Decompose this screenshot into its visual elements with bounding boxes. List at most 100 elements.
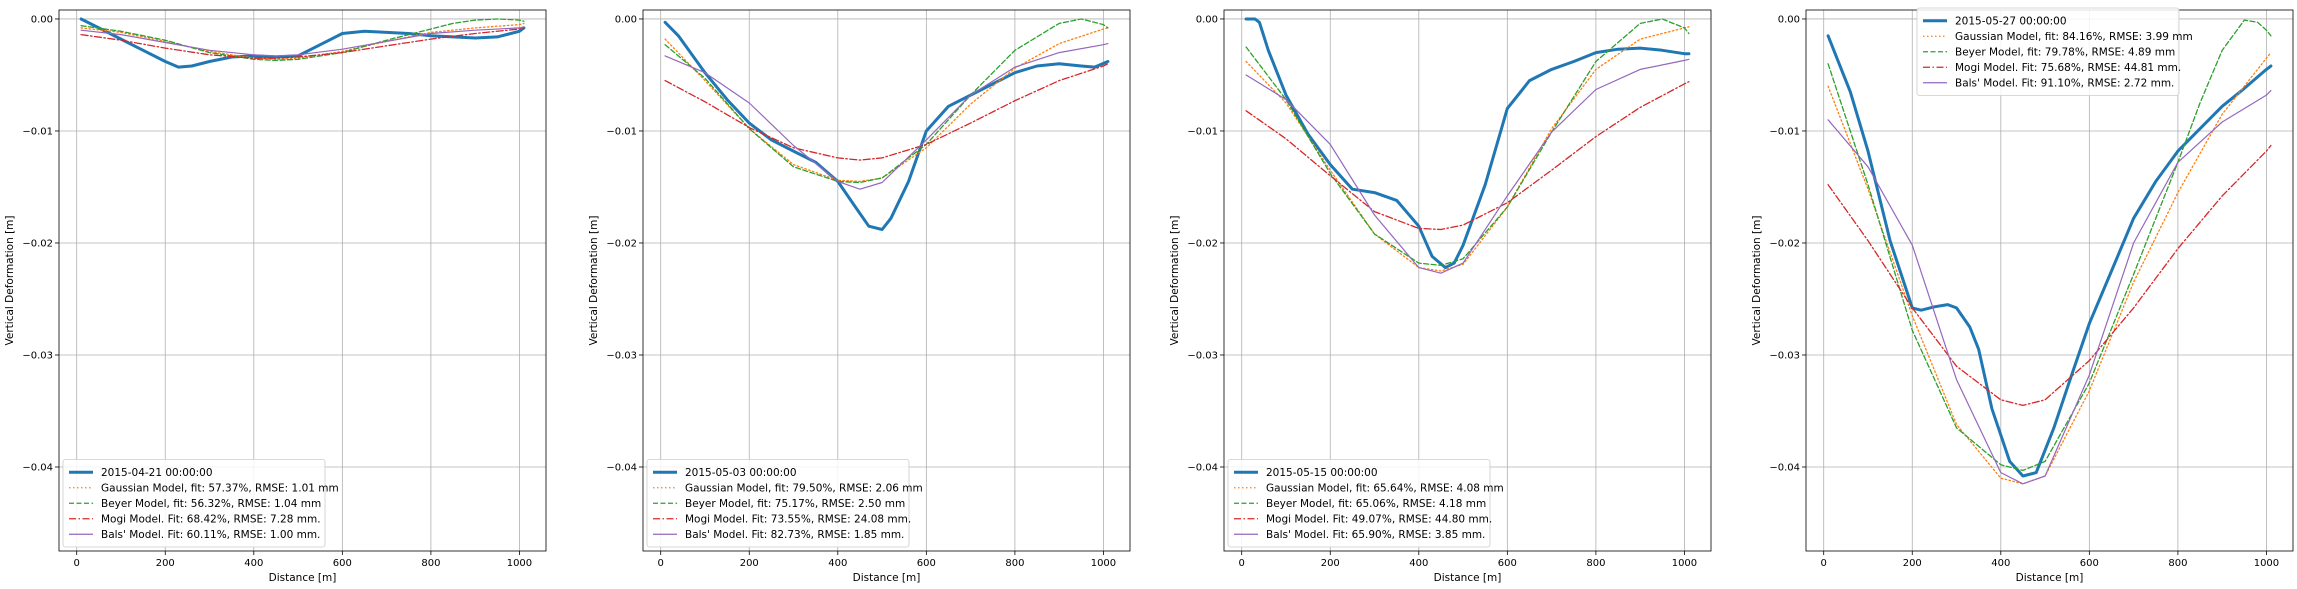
- x-axis-label: Distance [m]: [2016, 572, 2084, 584]
- x-axis-label: Distance [m]: [1434, 572, 1502, 584]
- x-tick-label: 400: [244, 558, 263, 569]
- legend-box: [1916, 7, 2180, 96]
- x-tick-label: 1000: [1091, 558, 1116, 569]
- y-tick-label: 0.00: [1778, 14, 1800, 25]
- series-line-5: [664, 42, 1109, 190]
- legend-box: [1227, 459, 1491, 548]
- x-tick-label: 400: [1409, 558, 1428, 569]
- y-tick-label: −0.02: [606, 238, 637, 249]
- series-line-3: [664, 18, 1109, 184]
- y-axis-label: Vertical Deformation [m]: [1169, 216, 1181, 346]
- y-tick-label: −0.02: [1769, 238, 1800, 249]
- y-tick-label: −0.04: [1769, 462, 1800, 473]
- x-tick-label: 600: [2080, 558, 2099, 569]
- legend-entry-label: Gaussian Model, fit: 57.37%, RMSE: 1.01 …: [101, 483, 339, 495]
- x-tick-label: 0: [1239, 558, 1245, 569]
- series-line-4: [664, 63, 1109, 161]
- x-tick-label: 0: [74, 558, 80, 569]
- x-tick-label: 600: [1498, 558, 1517, 569]
- legend-entry-label: Beyer Model, fit: 75.17%, RMSE: 2.50 mm: [685, 498, 905, 510]
- x-tick-label: 1000: [507, 558, 532, 569]
- legend-entry-label: 2015-05-15 00:00:00: [1266, 467, 1378, 479]
- x-tick-label: 800: [421, 558, 440, 569]
- x-tick-label: 0: [658, 558, 664, 569]
- y-tick-label: −0.03: [606, 350, 637, 361]
- chart-panel-3: 0 200 400 600 800 1000 0.00 −0.01 −0.02 −0.03 −0.0…: [1169, 9, 1712, 584]
- legend: 2015-04-21 00:00:00 Gaussian Model, fit: …: [62, 459, 339, 548]
- x-tick-label: 1000: [1672, 558, 1697, 569]
- y-axis-label: Vertical Deformation [m]: [1751, 216, 1763, 346]
- legend-entry-label: Beyer Model, fit: 79.78%, RMSE: 4.89 mm: [1955, 47, 2175, 59]
- x-tick-label: 800: [1005, 558, 1024, 569]
- series-line-1: [663, 20, 1110, 231]
- y-tick-label: 0.00: [615, 14, 637, 25]
- x-tick-label: 200: [1903, 558, 1922, 569]
- y-tick-label: −0.04: [1187, 462, 1218, 473]
- y-axis-label: Vertical Deformation [m]: [588, 216, 600, 346]
- series-line-2: [80, 22, 525, 60]
- series-line-4: [1827, 144, 2272, 407]
- series-line-5: [80, 26, 525, 57]
- legend-entry-label: Gaussian Model, fit: 79.50%, RMSE: 2.06 …: [685, 483, 923, 495]
- series-line-2: [1245, 26, 1690, 272]
- series-line-3: [1245, 18, 1690, 267]
- x-tick-label: 0: [1821, 558, 1827, 569]
- x-tick-label: 200: [1321, 558, 1340, 569]
- legend: 2015-05-27 00:00:00 Gaussian Model, fit: …: [1916, 7, 2193, 96]
- x-axis-label: Distance [m]: [269, 572, 337, 584]
- chart-panel-4: 0 200 400 600 800 1000 0.00 −0.01 −0.02 −0.03 −0.0…: [1751, 7, 2294, 584]
- legend-box: [646, 459, 910, 548]
- y-tick-label: −0.04: [606, 462, 637, 473]
- series-line-1: [1826, 34, 2273, 478]
- legend-entry-label: Gaussian Model, fit: 84.16%, RMSE: 3.99 …: [1955, 31, 2193, 43]
- x-tick-label: 800: [2168, 558, 2187, 569]
- x-tick-label: 200: [156, 558, 175, 569]
- chart-panel-2: 0 200 400 600 800 1000 0.00 −0.01 −0.02 −0.03 −0.0…: [588, 9, 1131, 584]
- y-tick-label: −0.02: [1187, 238, 1218, 249]
- legend-entry-label: Bals' Model. Fit: 60.11%, RMSE: 1.00 mm.: [101, 529, 320, 541]
- series-line-5: [1827, 89, 2272, 485]
- series-line-5: [1245, 58, 1690, 274]
- legend-entry-label: Bals' Model. Fit: 65.90%, RMSE: 3.85 mm.: [1266, 529, 1485, 541]
- x-tick-label: 800: [1586, 558, 1605, 569]
- x-tick-label: 600: [333, 558, 352, 569]
- series-line-2: [1827, 51, 2272, 485]
- series-line-2: [664, 27, 1109, 183]
- x-tick-label: 1000: [2254, 558, 2279, 569]
- legend: 2015-05-15 00:00:00 Gaussian Model, fit: …: [1227, 459, 1504, 548]
- y-tick-label: −0.02: [22, 238, 53, 249]
- legend-entry-label: Gaussian Model, fit: 65.64%, RMSE: 4.08 …: [1266, 483, 1504, 495]
- legend: 2015-05-03 00:00:00 Gaussian Model, fit: …: [646, 459, 923, 548]
- x-tick-label: 400: [1991, 558, 2010, 569]
- y-tick-label: −0.01: [1187, 126, 1218, 137]
- series-line-4: [80, 27, 525, 59]
- legend-entry-label: Mogi Model. Fit: 75.68%, RMSE: 44.81 mm.: [1955, 62, 2181, 74]
- legend-box: [62, 459, 326, 548]
- chart-panel-1: 0 200 400 600 800 1000 0.00 −0.01 −0.02 −0.03 −0.0…: [4, 9, 547, 584]
- legend-entry-label: Mogi Model. Fit: 73.55%, RMSE: 24.08 mm.: [685, 514, 911, 526]
- legend-entry-label: Beyer Model, fit: 65.06%, RMSE: 4.18 mm: [1266, 498, 1486, 510]
- y-tick-label: −0.03: [1769, 350, 1800, 361]
- series-line-1: [79, 17, 526, 69]
- legend-entry-label: 2015-05-03 00:00:00: [685, 467, 797, 479]
- y-tick-label: 0.00: [1196, 14, 1218, 25]
- legend-entry-label: Beyer Model, fit: 56.32%, RMSE: 1.04 mm: [101, 498, 321, 510]
- legend-entry-label: 2015-04-21 00:00:00: [101, 467, 213, 479]
- legend-entry-label: Mogi Model. Fit: 68.42%, RMSE: 7.28 mm.: [101, 514, 321, 526]
- plot-frame: [1223, 9, 1712, 552]
- plot-frame: [58, 9, 547, 552]
- x-tick-label: 400: [828, 558, 847, 569]
- y-tick-label: −0.03: [1187, 350, 1218, 361]
- y-tick-label: 0.00: [31, 14, 53, 25]
- x-tick-label: 600: [917, 558, 936, 569]
- legend-entry-label: Bals' Model. Fit: 91.10%, RMSE: 2.72 mm.: [1955, 78, 2174, 90]
- legend-entry-label: 2015-05-27 00:00:00: [1955, 16, 2067, 28]
- y-tick-label: −0.01: [22, 126, 53, 137]
- series-line-4: [1245, 81, 1690, 231]
- y-tick-label: −0.03: [22, 350, 53, 361]
- series-line-1: [1244, 17, 1691, 270]
- x-tick-label: 200: [740, 558, 759, 569]
- x-axis-label: Distance [m]: [853, 572, 921, 584]
- y-tick-label: −0.01: [606, 126, 637, 137]
